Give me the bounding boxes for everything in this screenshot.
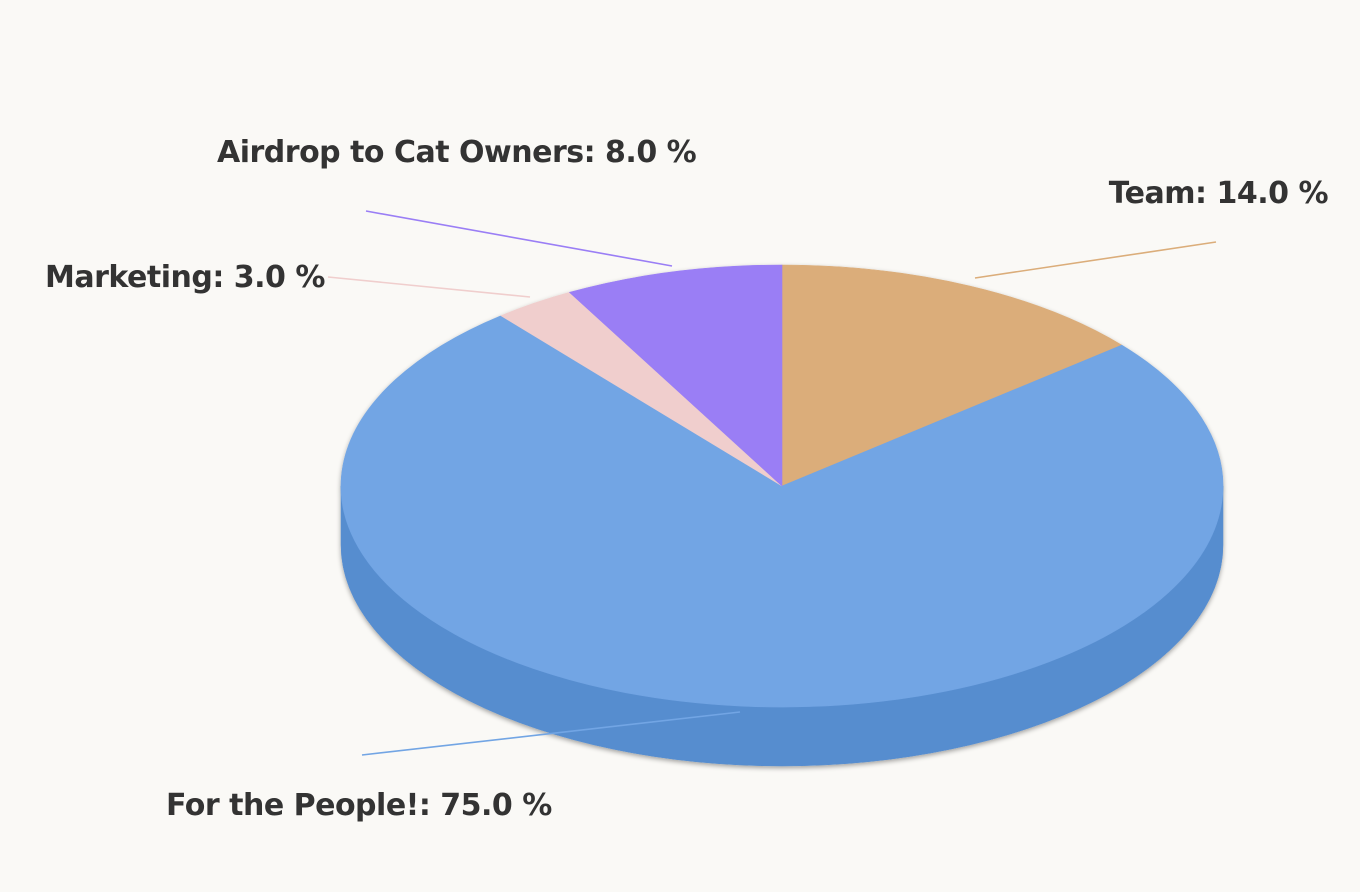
pie-slice-3[interactable] <box>568 264 783 487</box>
pie-slice-0[interactable] <box>781 264 1123 487</box>
pie-group <box>340 264 1224 767</box>
slice-label-0: Team: 14.0 % <box>1109 176 1329 211</box>
slice-label-1: For the People!: 75.0 % <box>166 788 552 823</box>
leader-line-3 <box>365 210 673 267</box>
pie-slice-1[interactable] <box>340 315 1224 708</box>
slice-labels: Team: 14.0 % For the People!: 75.0 % Marke… <box>45 135 1329 823</box>
leader-line-0 <box>974 241 1217 279</box>
leader-line-1 <box>361 711 741 756</box>
leader-lines <box>327 210 1217 756</box>
slice-label-3: Airdrop to Cat Owners: 8.0 % <box>217 135 697 170</box>
slice-label-2: Marketing: 3.0 % <box>45 260 325 295</box>
leader-line-2 <box>327 276 531 298</box>
